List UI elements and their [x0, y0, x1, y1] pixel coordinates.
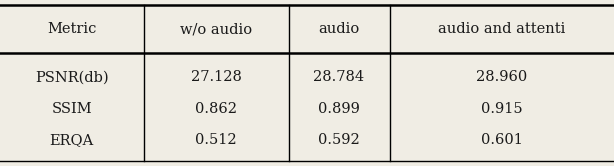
Text: 0.601: 0.601 [481, 133, 523, 147]
Text: 0.592: 0.592 [318, 133, 360, 147]
Text: SSIM: SSIM [52, 102, 92, 116]
Text: 0.512: 0.512 [195, 133, 237, 147]
Text: audio: audio [318, 22, 360, 36]
Text: Metric: Metric [47, 22, 96, 36]
Text: 0.862: 0.862 [195, 102, 237, 116]
Text: w/o audio: w/o audio [180, 22, 252, 36]
Text: audio and attenti: audio and attenti [438, 22, 565, 36]
Text: 0.899: 0.899 [318, 102, 360, 116]
Text: 27.128: 27.128 [191, 70, 241, 84]
Text: PSNR(db): PSNR(db) [35, 70, 109, 84]
Text: 28.960: 28.960 [476, 70, 527, 84]
Text: 0.915: 0.915 [481, 102, 523, 116]
Text: ERQA: ERQA [50, 133, 94, 147]
Text: 28.784: 28.784 [313, 70, 365, 84]
